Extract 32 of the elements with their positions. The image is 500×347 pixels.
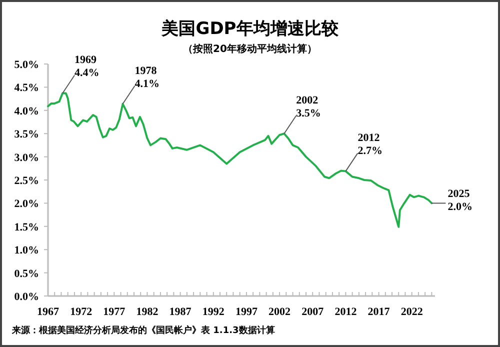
y-tick-label: 1.0%: [14, 244, 39, 257]
x-tick-label: 1982: [136, 306, 159, 318]
y-tick-label: 5.0%: [14, 59, 39, 71]
chart-title: 美国GDP年均增速比较: [160, 19, 340, 39]
x-tick-label: 1967: [37, 306, 60, 318]
y-tick-label: 4.5%: [14, 82, 39, 94]
y-tick-label: 0.5%: [14, 268, 39, 280]
y-tick-label: 2.0%: [14, 198, 39, 210]
annotation: 2025 2.0%: [448, 188, 472, 214]
x-tick-label: 1977: [103, 306, 126, 318]
x-tick-label: 2012: [334, 306, 358, 318]
annotation: 2002 3.5%: [296, 94, 321, 120]
y-tick-label: 2.5%: [14, 175, 39, 187]
x-tick-label: 1997: [235, 306, 258, 318]
x-tick-label: 2017: [368, 306, 390, 318]
chart-subtitle: （按照20年移动平均线计算）: [183, 43, 317, 55]
annotation: 1969 4.4%: [74, 54, 100, 80]
y-tick-label: 4.0%: [14, 105, 39, 118]
x-tick-label: 1992: [202, 306, 225, 318]
y-tick-label: 0.0%: [14, 291, 39, 303]
x-tick-label: 1987: [169, 306, 192, 318]
y-tick-label: 3.0%: [14, 152, 39, 164]
y-tick-label: 1.5%: [14, 221, 39, 234]
x-tick-label: 2022: [400, 306, 424, 318]
y-tick-label: 3.5%: [14, 128, 39, 141]
annotation: 2012 2.7%: [358, 132, 382, 158]
line-series: [47, 92, 433, 228]
x-tick-label: 2002: [268, 306, 292, 318]
annotation: 1978 4.1%: [134, 64, 160, 90]
x-tick-label: 2007: [302, 306, 324, 318]
x-tick-label: 1972: [70, 306, 93, 318]
source-note: 来源：根据美国经济分析局发布的《国民帐户》表 1.1.3数据计算: [11, 325, 275, 336]
